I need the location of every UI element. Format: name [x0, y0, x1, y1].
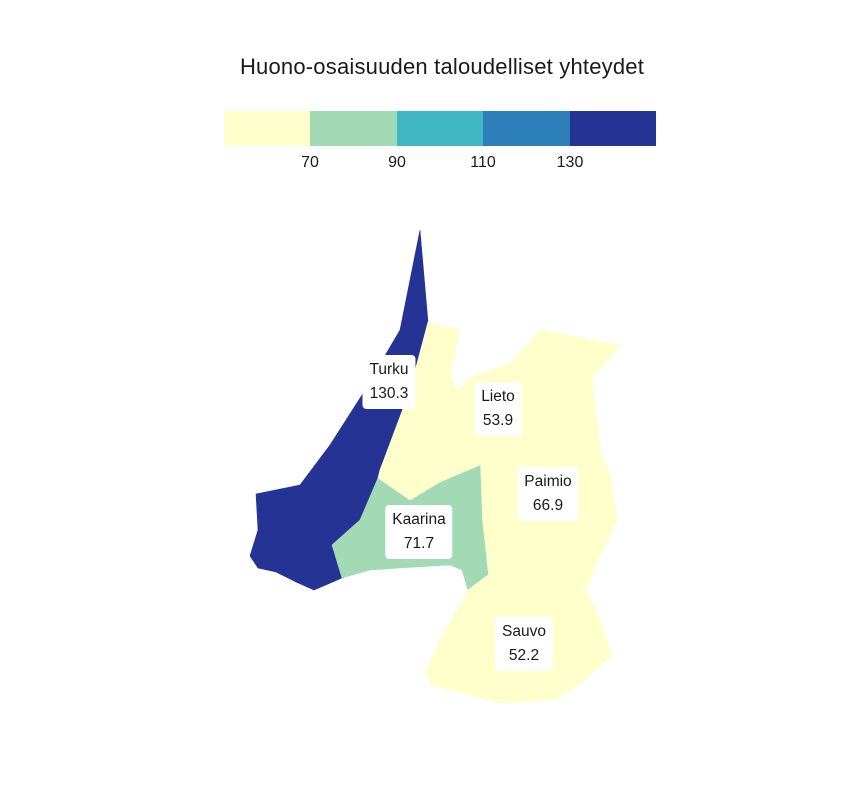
color-legend [224, 111, 657, 146]
label-turku: Turku 130.3 [362, 355, 416, 409]
legend-swatch-2 [310, 111, 397, 146]
label-sauvo-value: 52.2 [508, 647, 540, 664]
label-kaarina-value: 71.7 [403, 535, 435, 552]
label-sauvo: Sauvo 52.2 [495, 617, 553, 671]
legend-swatch-5 [569, 111, 657, 146]
legend-tick-90: 90 [388, 154, 406, 171]
label-kaarina: Kaarina 71.7 [385, 505, 453, 559]
legend-tick-70: 70 [301, 154, 319, 171]
label-paimio-name: Paimio [524, 473, 572, 490]
legend-swatch-4 [483, 111, 570, 146]
legend-tick-110: 110 [470, 154, 496, 171]
map-title: Huono-osaisuuden taloudelliset yhteydet [239, 54, 645, 79]
legend-swatch-3 [396, 111, 484, 146]
label-paimio-value: 66.9 [532, 497, 564, 514]
label-lieto-value: 53.9 [482, 412, 514, 429]
label-lieto: Lieto 53.9 [474, 382, 522, 436]
legend-tick-130: 130 [556, 154, 584, 171]
label-turku-value: 130.3 [369, 385, 409, 402]
legend-swatch-1 [224, 111, 311, 146]
label-lieto-name: Lieto [481, 388, 515, 405]
label-paimio: Paimio 66.9 [517, 467, 579, 521]
region-lieto-south[interactable] [377, 321, 481, 501]
label-turku-name: Turku [369, 361, 409, 378]
label-kaarina-name: Kaarina [392, 511, 446, 528]
label-sauvo-name: Sauvo [502, 623, 546, 640]
